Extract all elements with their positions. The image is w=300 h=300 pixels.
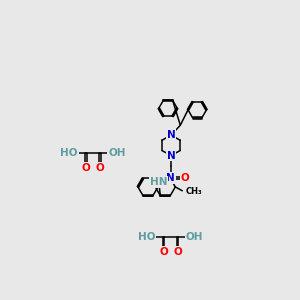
Text: O: O	[181, 173, 189, 183]
Text: N: N	[166, 173, 175, 183]
Text: N: N	[167, 130, 176, 140]
Text: HO: HO	[60, 148, 78, 158]
Text: CH₃: CH₃	[185, 187, 202, 196]
Text: OH: OH	[108, 148, 125, 158]
Text: HO: HO	[138, 232, 156, 242]
Text: N: N	[167, 151, 176, 160]
Text: O: O	[82, 163, 90, 173]
Text: O: O	[173, 247, 182, 256]
Text: O: O	[95, 163, 104, 173]
Text: O: O	[159, 247, 168, 256]
Text: HN: HN	[150, 177, 167, 187]
Text: OH: OH	[186, 232, 203, 242]
